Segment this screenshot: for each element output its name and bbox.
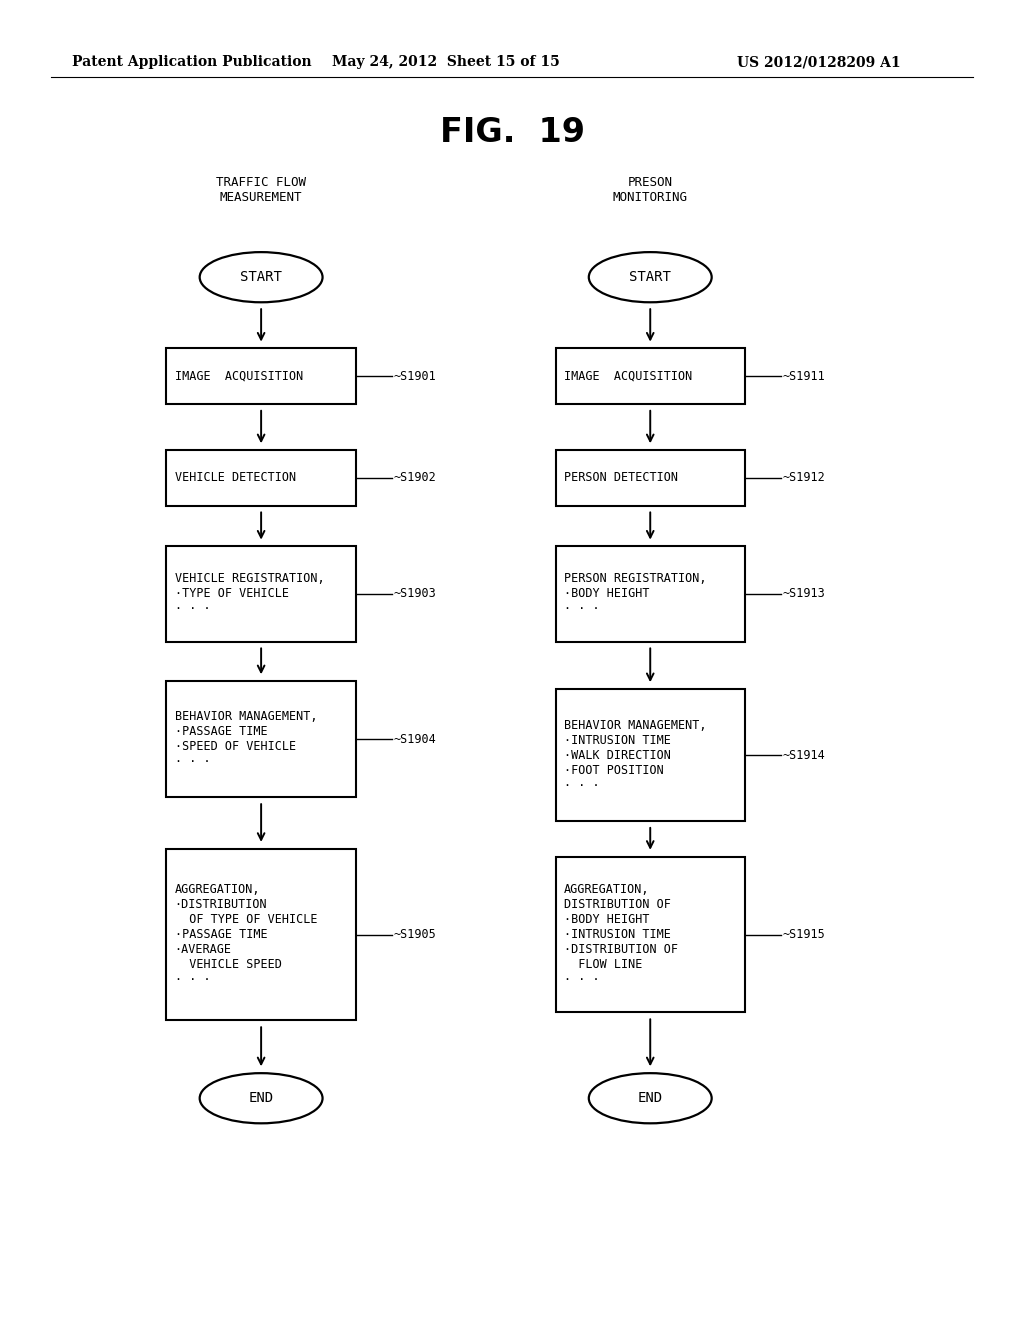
Text: ~S1905: ~S1905	[394, 928, 436, 941]
Text: FIG.  19: FIG. 19	[439, 116, 585, 149]
Text: May 24, 2012  Sheet 15 of 15: May 24, 2012 Sheet 15 of 15	[332, 55, 559, 69]
Text: IMAGE  ACQUISITION: IMAGE ACQUISITION	[563, 370, 692, 383]
Text: VEHICLE DETECTION: VEHICLE DETECTION	[174, 471, 296, 484]
Text: PRESON
MONITORING: PRESON MONITORING	[612, 176, 688, 205]
Text: ~S1912: ~S1912	[783, 471, 825, 484]
Text: START: START	[630, 271, 671, 284]
Text: PERSON DETECTION: PERSON DETECTION	[563, 471, 678, 484]
Text: ~S1915: ~S1915	[783, 928, 825, 941]
Text: ~S1903: ~S1903	[394, 587, 436, 601]
Text: PERSON REGISTRATION,
·BODY HEIGHT
· · ·: PERSON REGISTRATION, ·BODY HEIGHT · · ·	[563, 573, 707, 615]
Text: AGGREGATION,
DISTRIBUTION OF
·BODY HEIGHT
·INTRUSION TIME
·DISTRIBUTION OF
  FLO: AGGREGATION, DISTRIBUTION OF ·BODY HEIGH…	[563, 883, 678, 986]
Text: US 2012/0128209 A1: US 2012/0128209 A1	[737, 55, 901, 69]
Text: ~S1911: ~S1911	[783, 370, 825, 383]
Text: IMAGE  ACQUISITION: IMAGE ACQUISITION	[174, 370, 303, 383]
Text: ~S1902: ~S1902	[394, 471, 436, 484]
Text: ~S1913: ~S1913	[783, 587, 825, 601]
Text: END: END	[249, 1092, 273, 1105]
Text: END: END	[638, 1092, 663, 1105]
Text: ~S1914: ~S1914	[783, 748, 825, 762]
Text: Patent Application Publication: Patent Application Publication	[72, 55, 311, 69]
Text: START: START	[241, 271, 282, 284]
Text: TRAFFIC FLOW
MEASUREMENT: TRAFFIC FLOW MEASUREMENT	[216, 176, 306, 205]
Text: BEHAVIOR MANAGEMENT,
·INTRUSION TIME
·WALK DIRECTION
·FOOT POSITION
· · ·: BEHAVIOR MANAGEMENT, ·INTRUSION TIME ·WA…	[563, 718, 707, 792]
Text: AGGREGATION,
·DISTRIBUTION
  OF TYPE OF VEHICLE
·PASSAGE TIME
·AVERAGE
  VEHICLE: AGGREGATION, ·DISTRIBUTION OF TYPE OF VE…	[174, 883, 317, 986]
Text: ~S1901: ~S1901	[394, 370, 436, 383]
Text: ~S1904: ~S1904	[394, 733, 436, 746]
Text: VEHICLE REGISTRATION,
·TYPE OF VEHICLE
· · ·: VEHICLE REGISTRATION, ·TYPE OF VEHICLE ·…	[174, 573, 325, 615]
Text: BEHAVIOR MANAGEMENT,
·PASSAGE TIME
·SPEED OF VEHICLE
· · ·: BEHAVIOR MANAGEMENT, ·PASSAGE TIME ·SPEE…	[174, 710, 317, 768]
